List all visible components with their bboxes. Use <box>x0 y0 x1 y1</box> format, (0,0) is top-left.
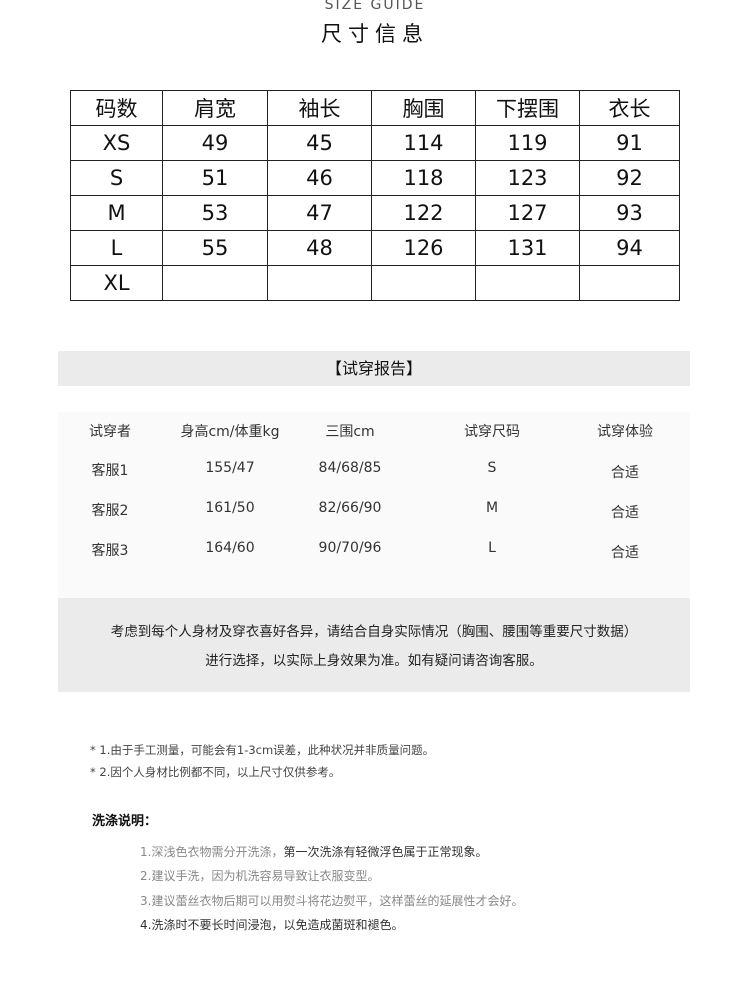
header-cell: 袖长 <box>267 90 372 126</box>
trial-report-title: 【试穿报告】 <box>58 351 690 386</box>
header-cell: 码数 <box>70 90 163 126</box>
size-row: XL <box>70 265 680 301</box>
size-row: S 51 46 118 123 92 <box>70 160 680 196</box>
trial-cell: 155/47 <box>205 460 255 476</box>
size-cell: 131 <box>475 230 580 266</box>
size-cell <box>371 265 476 301</box>
size-cell: 51 <box>162 160 268 196</box>
wash-item-4: 4.洗涤时不要长时间浸泡，以免造成菌斑和褪色。 <box>140 918 404 932</box>
size-cell: XL <box>70 265 163 301</box>
size-row: L 55 48 126 131 94 <box>70 230 680 266</box>
size-cell: 53 <box>162 195 268 231</box>
size-cell: 55 <box>162 230 268 266</box>
trial-cell: L <box>488 540 496 556</box>
notice-line: 考虑到每个人身材及穿衣喜好各异，请结合自身实际情况（胸围、腰围等重要尺寸数据） <box>110 624 638 640</box>
trial-cell: S <box>487 460 497 476</box>
trial-header: 三围cm <box>325 424 375 440</box>
wash-item-1b: 第一次洗涤有轻微浮色属于正常现象。 <box>283 845 488 859</box>
trial-cell: 客服2 <box>91 503 129 519</box>
trial-cell: 164/60 <box>205 540 255 556</box>
trial-cell: 合适 <box>611 505 639 521</box>
wash-item-2: 2.建议手洗，因为机洗容易导致让衣服变型。 <box>140 869 380 883</box>
size-cell: 45 <box>267 125 372 161</box>
header-cell: 肩宽 <box>162 90 268 126</box>
size-cell: 119 <box>475 125 580 161</box>
note-2: * 2.因个人身材比例都不同，以上尺寸仅供参考。 <box>90 765 341 779</box>
size-cell: S <box>70 160 163 196</box>
size-cell: 92 <box>579 160 680 196</box>
header-cell: 下摆围 <box>475 90 580 126</box>
size-cell: 93 <box>579 195 680 231</box>
size-cell: 114 <box>371 125 476 161</box>
size-cell: 126 <box>371 230 476 266</box>
trial-cell: 90/70/96 <box>318 540 382 556</box>
notice-line: 进行选择，以实际上身效果为准。如有疑问请咨询客服。 <box>205 653 543 669</box>
size-cell: 91 <box>579 125 680 161</box>
size-row: M 53 47 122 127 93 <box>70 195 680 231</box>
wash-item-3: 3.建议蕾丝衣物后期可以用熨斗将花边熨平，这样蕾丝的延展性才会好。 <box>140 894 524 908</box>
size-table: 码数 肩宽 袖长 胸围 下摆围 衣长 XS 49 45 114 119 91 S 51 46 11… <box>70 90 680 301</box>
size-cell: 127 <box>475 195 580 231</box>
size-cell: 118 <box>371 160 476 196</box>
trial-header: 身高cm/体重kg <box>180 424 280 440</box>
wash-title: 洗涤说明： <box>92 814 158 829</box>
trial-cell: 82/66/90 <box>318 500 382 516</box>
trial-cell: M <box>485 500 499 516</box>
size-cell: 47 <box>267 195 372 231</box>
wash-item-1a: 1.深浅色衣物需分开洗涤， <box>140 845 284 859</box>
trial-header: 试穿者 <box>89 424 131 440</box>
size-cell: M <box>70 195 163 231</box>
trial-cell: 客服1 <box>91 463 129 479</box>
en-title: SIZE GUIDE <box>324 0 426 13</box>
trial-cell: 客服3 <box>91 543 129 559</box>
trial-cell: 161/50 <box>205 500 255 516</box>
size-cell <box>267 265 372 301</box>
size-cell: 49 <box>162 125 268 161</box>
size-cell: 94 <box>579 230 680 266</box>
cn-title: 尺寸信息 <box>321 22 429 46</box>
size-cell: 123 <box>475 160 580 196</box>
trial-cell: 合适 <box>611 465 639 481</box>
wash-item-1: 1.深浅色衣物需分开洗涤，第一次洗涤有轻微浮色属于正常现象。 <box>140 843 487 860</box>
size-cell: L <box>70 230 163 266</box>
fit-notice: 考虑到每个人身材及穿衣喜好各异，请结合自身实际情况（胸围、腰围等重要尺寸数据） … <box>58 598 690 692</box>
size-cell: XS <box>70 125 163 161</box>
note-1: * 1.由于手工测量，可能会有1-3cm误差，此种状况并非质量问题。 <box>90 743 435 757</box>
size-cell: 48 <box>267 230 372 266</box>
size-cell <box>162 265 268 301</box>
trial-cell: 84/68/85 <box>318 460 382 476</box>
trial-report: 试穿者 身高cm/体重kg 三围cm 试穿尺码 试穿体验客服1 155/47 84/68/8… <box>58 412 690 598</box>
size-cell <box>475 265 580 301</box>
size-table-header: 码数 肩宽 袖长 胸围 下摆围 衣长 <box>70 90 680 126</box>
size-row: XS 49 45 114 119 91 <box>70 125 680 161</box>
size-cell <box>579 265 680 301</box>
size-cell: 46 <box>267 160 372 196</box>
size-cell: 122 <box>371 195 476 231</box>
trial-header: 试穿尺码 <box>464 424 520 440</box>
trial-cell: 合适 <box>611 545 639 561</box>
header-cell: 衣长 <box>579 90 680 126</box>
header-cell: 胸围 <box>371 90 476 126</box>
trial-header: 试穿体验 <box>597 424 653 440</box>
